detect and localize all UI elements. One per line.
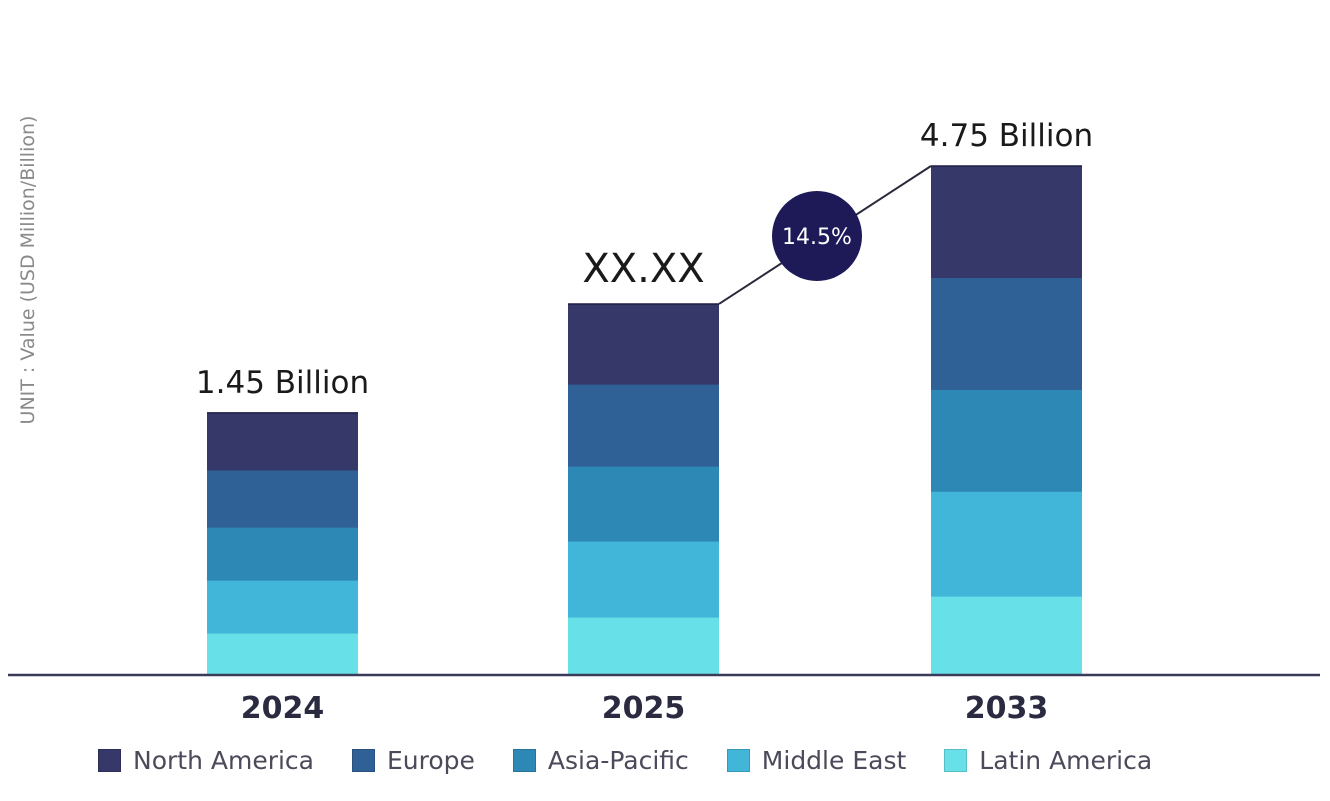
legend-item-north-america: North America <box>98 746 314 775</box>
legend-swatch-latin-america <box>944 748 968 772</box>
legend-item-latin-america: Latin America <box>944 746 1152 775</box>
x-tick-2025: 2025 <box>602 691 686 726</box>
cagr-value: 14.5% <box>782 225 852 250</box>
bar-segment-2033-middle-east <box>931 491 1082 597</box>
y-axis-label: UNIT : Value (USD Million/Billion) <box>17 116 39 425</box>
bar-segment-2024-middle-east <box>207 580 358 634</box>
bar-segment-2024-europe <box>207 470 358 528</box>
legend-item-middle-east: Middle East <box>726 745 907 775</box>
legend-swatch-europe <box>352 748 375 772</box>
bar-segment-2025-middle-east <box>568 541 719 618</box>
bar-segment-2025-north-america <box>568 303 719 385</box>
bar-segment-2033-asia-pacific <box>931 389 1082 492</box>
legend-label-north-america: North America <box>133 745 314 775</box>
legend-label-asia-pacific: Asia-Pacific <box>547 745 689 775</box>
bar-segment-2033-north-america <box>931 166 1082 278</box>
legend-label-europe: Europe <box>387 745 475 775</box>
legend-label-latin-america: Latin America <box>979 745 1153 775</box>
legend-item-asia-pacific: Asia-Pacific <box>512 745 689 775</box>
bar-segment-2024-asia-pacific <box>207 527 358 581</box>
bars-group <box>207 165 1082 676</box>
bar-segment-2024-latin-america <box>207 633 358 676</box>
legend-swatch-middle-east <box>726 748 750 772</box>
bar-segment-2025-europe <box>568 384 719 467</box>
bar-segment-2025-latin-america <box>568 617 719 676</box>
bar-segment-2033-europe <box>931 277 1082 390</box>
bar-segment-2024-north-america <box>207 412 358 471</box>
cagr-annotation: 14.5% <box>718 165 932 305</box>
bar-segment-2033-latin-america <box>931 596 1082 676</box>
total-label-2033: 4.75 Billion <box>920 118 1093 154</box>
legend-label-middle-east: Middle East <box>761 745 907 775</box>
legend-item-europe: Europe <box>352 746 475 775</box>
x-tick-2033: 2033 <box>965 691 1049 726</box>
bar-segment-2025-asia-pacific <box>568 466 719 542</box>
legend-swatch-asia-pacific <box>512 748 536 772</box>
total-label-2025: XX.XX <box>582 246 704 292</box>
x-tick-labels: 2024 2025 2033 <box>241 691 1049 726</box>
legend-swatch-north-america <box>98 748 121 772</box>
x-tick-2024: 2024 <box>241 691 325 726</box>
bar-total-labels: 1.45 Billion XX.XX 4.75 Billion <box>196 118 1093 401</box>
cagr-circle <box>772 191 862 281</box>
legend: North America Europe Asia-Pacific Middle Ea… <box>98 742 1190 778</box>
total-label-2024: 1.45 Billion <box>196 365 369 401</box>
